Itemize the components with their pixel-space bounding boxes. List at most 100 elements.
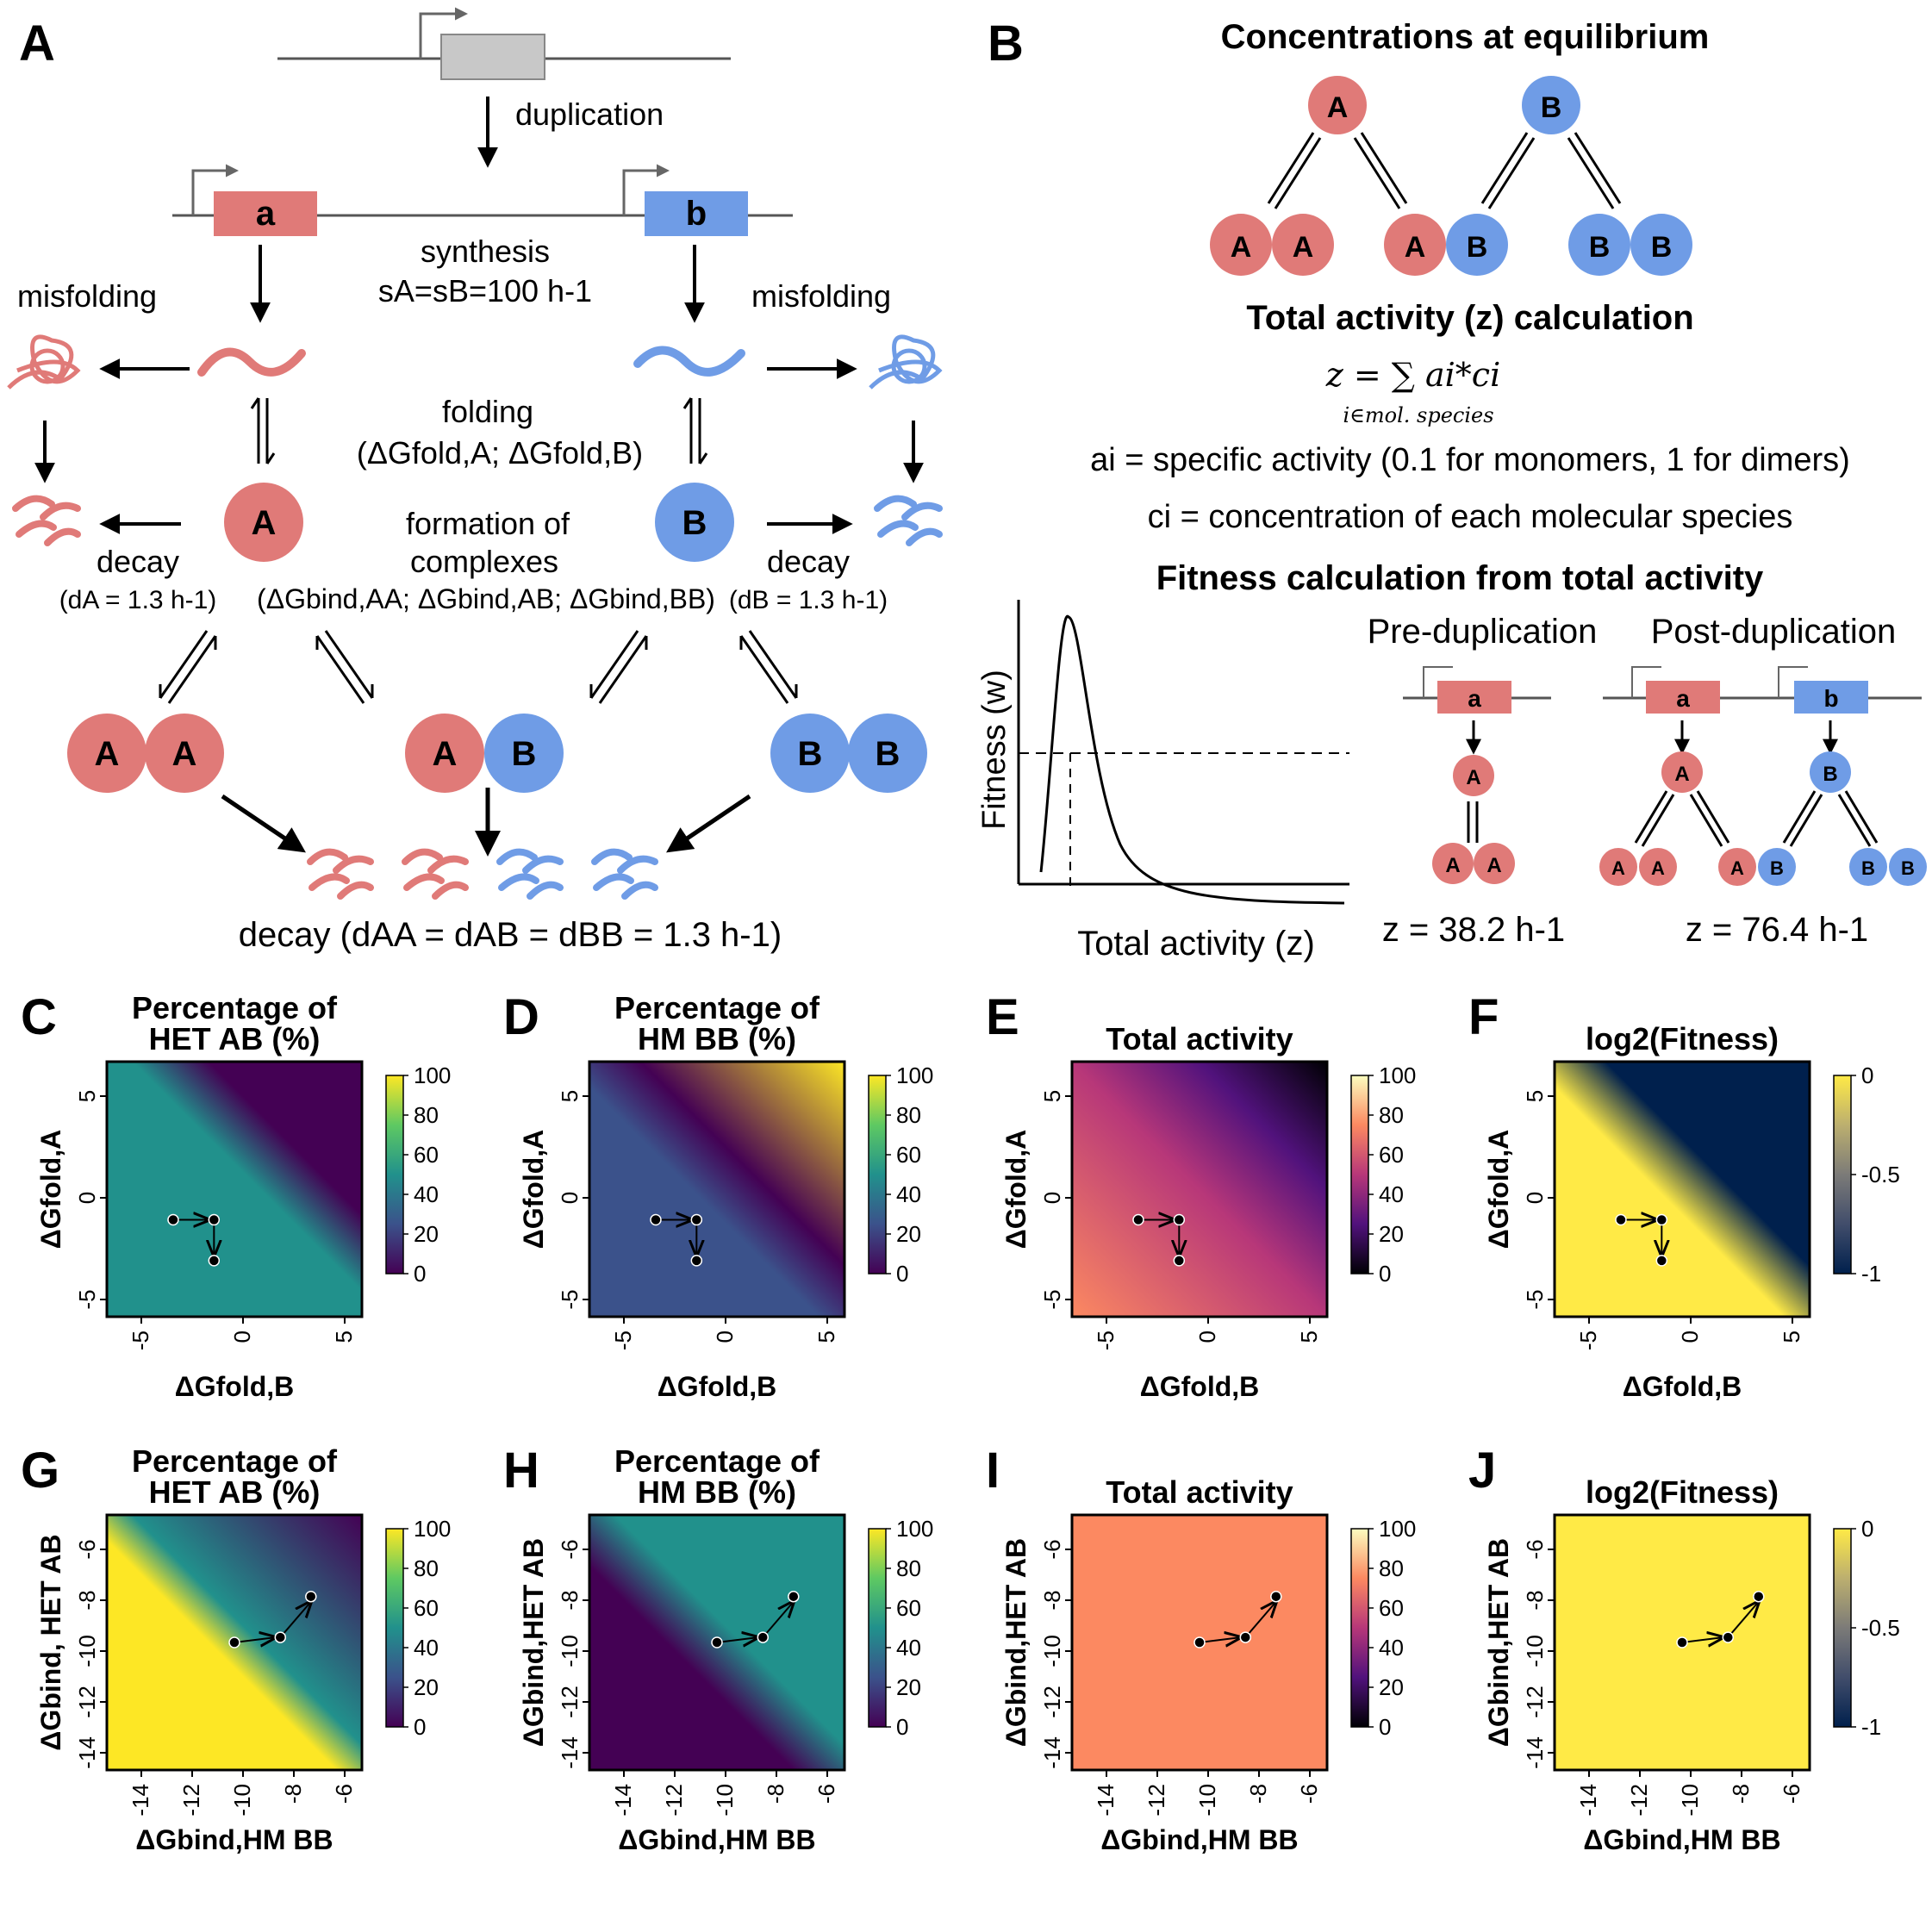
- y-tick-label: 0: [557, 1192, 583, 1204]
- gene-a-label: a: [256, 195, 276, 233]
- protein-a-node: [224, 483, 303, 562]
- misfolding-left-label: misfolding: [17, 278, 157, 314]
- def-c: ci = concentration of each molecular spe…: [1148, 499, 1793, 535]
- y-tick-label: -12: [1522, 1686, 1548, 1718]
- colorbar-tick-label: 40: [896, 1181, 921, 1207]
- y-tick-label: -5: [74, 1289, 100, 1309]
- y-tick-label: -6: [1039, 1539, 1065, 1559]
- y-tick-label: -12: [557, 1686, 583, 1718]
- y-tick-label: 0: [1522, 1192, 1548, 1204]
- colorbar-tick-label: 20: [414, 1221, 439, 1247]
- x-axis-label: ΔGbind,HM BB: [1583, 1824, 1780, 1855]
- x-tick-label: 5: [1296, 1331, 1322, 1343]
- panel-label-B: B: [988, 16, 1024, 72]
- svg-text:B: B: [1823, 763, 1837, 786]
- trajectory-point: [208, 1213, 221, 1226]
- colorbar-tick-label: 60: [1379, 1595, 1404, 1621]
- x-axis-label: ΔGbind,HM BB: [618, 1824, 815, 1855]
- heatmap-surface: [1070, 1060, 1329, 1318]
- x-tick-label: 0: [1194, 1331, 1220, 1343]
- trajectory-point: [690, 1213, 703, 1226]
- misfolded-a-icon: [7, 334, 81, 390]
- colorbar-tick-label: 0: [414, 1261, 426, 1287]
- x-tick-label: -12: [178, 1784, 204, 1817]
- colorbar: [868, 1528, 887, 1728]
- svg-text:B: B: [1861, 857, 1875, 879]
- heatmap-title: HET AB (%): [149, 1021, 321, 1056]
- colorbar: [868, 1075, 887, 1274]
- trajectory-arrow: [279, 1602, 311, 1638]
- svg-text:B: B: [1901, 857, 1915, 879]
- x-tick-label: 0: [229, 1331, 255, 1343]
- trajectory-point: [1655, 1255, 1668, 1267]
- y-tick-label: 5: [74, 1090, 100, 1102]
- activity-title: Total activity (z) calculation: [1246, 299, 1693, 337]
- x-tick-label: -12: [1144, 1784, 1169, 1817]
- colorbar: [1833, 1075, 1852, 1274]
- formation-label-2: complexes: [410, 544, 558, 579]
- pre-dup-label: Pre-duplication: [1368, 613, 1598, 651]
- trajectory-point: [305, 1590, 317, 1603]
- colorbar: [385, 1075, 404, 1274]
- svg-text:a: a: [1676, 685, 1690, 712]
- heatmap-title-line1: Percentage of: [132, 990, 338, 1025]
- fitness-ylabel: Fitness (w): [976, 670, 1013, 830]
- colorbar-tick-label: 60: [414, 1142, 439, 1168]
- fitness-xlabel: Total activity (z): [1077, 925, 1315, 963]
- x-tick-label: 5: [331, 1331, 357, 1343]
- colorbar-tick-label: 80: [896, 1102, 921, 1128]
- colorbar-tick-label: 40: [1379, 1181, 1404, 1207]
- x-tick-label: -12: [661, 1784, 687, 1817]
- svg-text:B: B: [1651, 231, 1673, 264]
- synthesis-rate: sA=sB=100 h-1: [378, 273, 592, 308]
- heatmap-title: Total activity: [1106, 1474, 1293, 1510]
- trajectory-point: [1173, 1255, 1186, 1267]
- colorbar-tick-label: 100: [1379, 1516, 1416, 1542]
- trajectory-point: [690, 1255, 703, 1267]
- x-tick-label: 0: [712, 1331, 738, 1343]
- x-tick-label: 5: [1779, 1331, 1804, 1343]
- decay-fragments-b: [874, 495, 943, 546]
- folding-label: folding: [442, 394, 533, 429]
- y-tick-label: -6: [1522, 1539, 1548, 1559]
- x-axis-label: ΔGfold,B: [1623, 1371, 1742, 1402]
- colorbar-tick-label: 20: [1379, 1221, 1404, 1247]
- colorbar: [1350, 1528, 1369, 1728]
- x-axis-label: ΔGbind,HM BB: [1100, 1824, 1298, 1855]
- colorbar-tick-label: 20: [896, 1221, 921, 1247]
- svg-text:A: A: [1293, 231, 1314, 264]
- trajectory-arrow: [716, 1637, 757, 1642]
- x-tick-label: -6: [1296, 1784, 1322, 1804]
- trajectory-point: [650, 1213, 662, 1226]
- x-tick-label: -10: [229, 1784, 255, 1817]
- complex-equilibrium-arrows-b: [589, 630, 798, 704]
- decay-b-label: decay: [767, 544, 850, 579]
- x-tick-label: -6: [331, 1784, 357, 1804]
- y-tick-label: -5: [1522, 1289, 1548, 1309]
- trajectory-point: [1173, 1213, 1186, 1226]
- panel-label-G: G: [21, 1443, 59, 1499]
- svg-text:A: A: [1445, 854, 1460, 877]
- x-tick-label: -10: [1677, 1784, 1703, 1817]
- misfolding-right-label: misfolding: [751, 278, 891, 314]
- def-a: ai = specific activity (0.1 for monomers…: [1090, 442, 1850, 478]
- svg-text:A: A: [1651, 857, 1665, 879]
- complex-equilibrium-arrows-a: [159, 630, 374, 704]
- panel-label-F: F: [1468, 989, 1499, 1045]
- y-axis-label: ΔGbind,HET AB: [1483, 1538, 1514, 1747]
- dimer-aa: A A: [67, 714, 224, 793]
- y-axis-label: ΔGfold,A: [1483, 1130, 1514, 1250]
- x-tick-label: 0: [1677, 1331, 1703, 1343]
- protein-b-label: B: [682, 504, 707, 542]
- formation-label-1: formation of: [406, 506, 570, 541]
- colorbar-tick-label: -1: [1861, 1261, 1881, 1287]
- colorbar-tick-label: -1: [1861, 1714, 1881, 1740]
- decay-a-label: decay: [97, 544, 179, 579]
- panel-label-H: H: [503, 1443, 539, 1499]
- protein-a-label: A: [252, 504, 277, 542]
- colorbar: [385, 1528, 404, 1728]
